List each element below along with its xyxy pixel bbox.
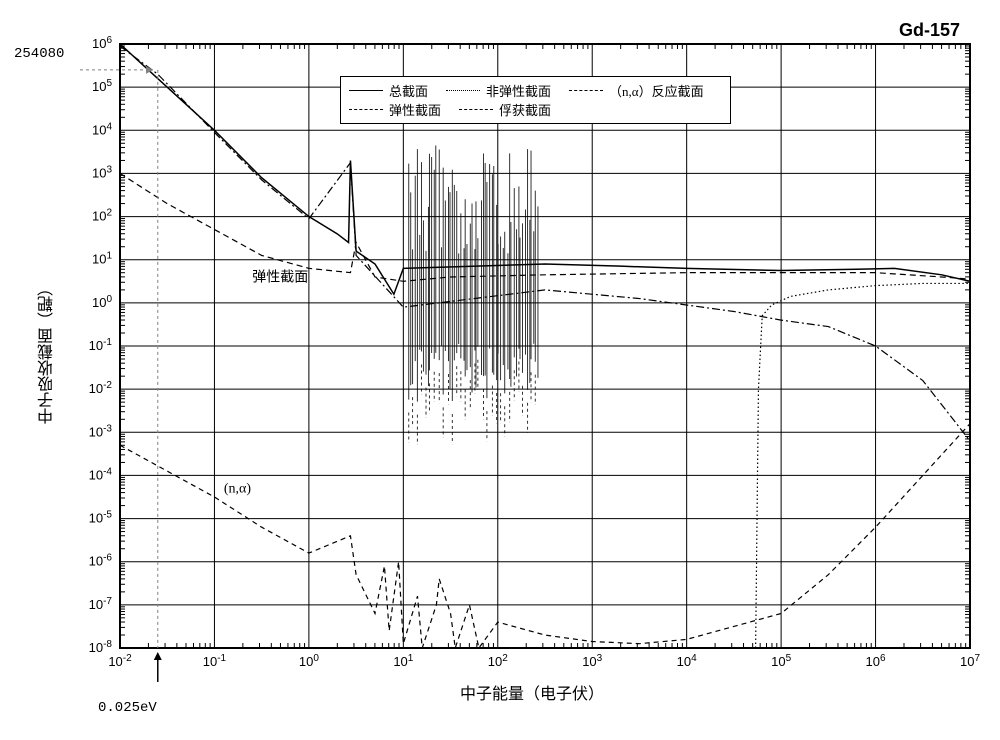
svg-text:101: 101 xyxy=(393,653,413,670)
svg-text:10-6: 10-6 xyxy=(89,552,113,569)
svg-text:105: 105 xyxy=(92,78,112,95)
legend: 总截面非弹性截面 （n,α）反应截面弹性截面俘获截面 xyxy=(340,76,731,124)
x-axis-label: 中子能量（电子伏） xyxy=(460,680,604,704)
svg-text:(n,α): (n,α) xyxy=(224,482,251,497)
legend-item: 俘获截面 xyxy=(459,100,551,119)
svg-text:106: 106 xyxy=(866,653,886,670)
svg-text:10-1: 10-1 xyxy=(203,653,227,670)
svg-text:103: 103 xyxy=(582,653,602,670)
svg-text:106: 106 xyxy=(92,35,112,52)
svg-text:10-8: 10-8 xyxy=(89,639,113,656)
svg-text:104: 104 xyxy=(677,653,697,670)
svg-text:10-5: 10-5 xyxy=(89,509,113,525)
svg-text:10-3: 10-3 xyxy=(89,423,113,440)
svg-text:102: 102 xyxy=(92,207,112,224)
bottom-energy-annotation: 0.025eV xyxy=(98,700,157,716)
svg-text:10-1: 10-1 xyxy=(89,337,113,354)
svg-text:105: 105 xyxy=(771,653,791,670)
y-axis-label: 中子吸收截面（靶） xyxy=(36,280,60,424)
legend-item: （n,α）反应截面 xyxy=(569,81,704,100)
svg-text:10-7: 10-7 xyxy=(89,595,113,612)
svg-text:弹性截面: 弹性截面 xyxy=(252,269,308,285)
svg-text:10-2: 10-2 xyxy=(108,653,132,670)
isotope-title: Gd-157 xyxy=(899,20,960,41)
legend-item: 非弹性截面 xyxy=(446,81,551,100)
svg-text:104: 104 xyxy=(92,121,112,137)
chart-container: Gd-157 254080 0.025eV 中子吸收截面（靶） 中子能量（电子伏… xyxy=(20,20,980,720)
svg-text:100: 100 xyxy=(299,653,319,670)
svg-text:10-2: 10-2 xyxy=(89,380,113,397)
left-value-annotation: 254080 xyxy=(14,46,64,62)
svg-text:100: 100 xyxy=(92,293,112,310)
legend-item: 弹性截面 xyxy=(349,100,441,119)
svg-text:107: 107 xyxy=(960,653,980,670)
svg-text:10-4: 10-4 xyxy=(89,466,113,483)
legend-item: 总截面 xyxy=(349,81,428,100)
svg-text:101: 101 xyxy=(92,250,112,267)
svg-text:102: 102 xyxy=(488,653,508,670)
svg-text:103: 103 xyxy=(92,164,112,181)
